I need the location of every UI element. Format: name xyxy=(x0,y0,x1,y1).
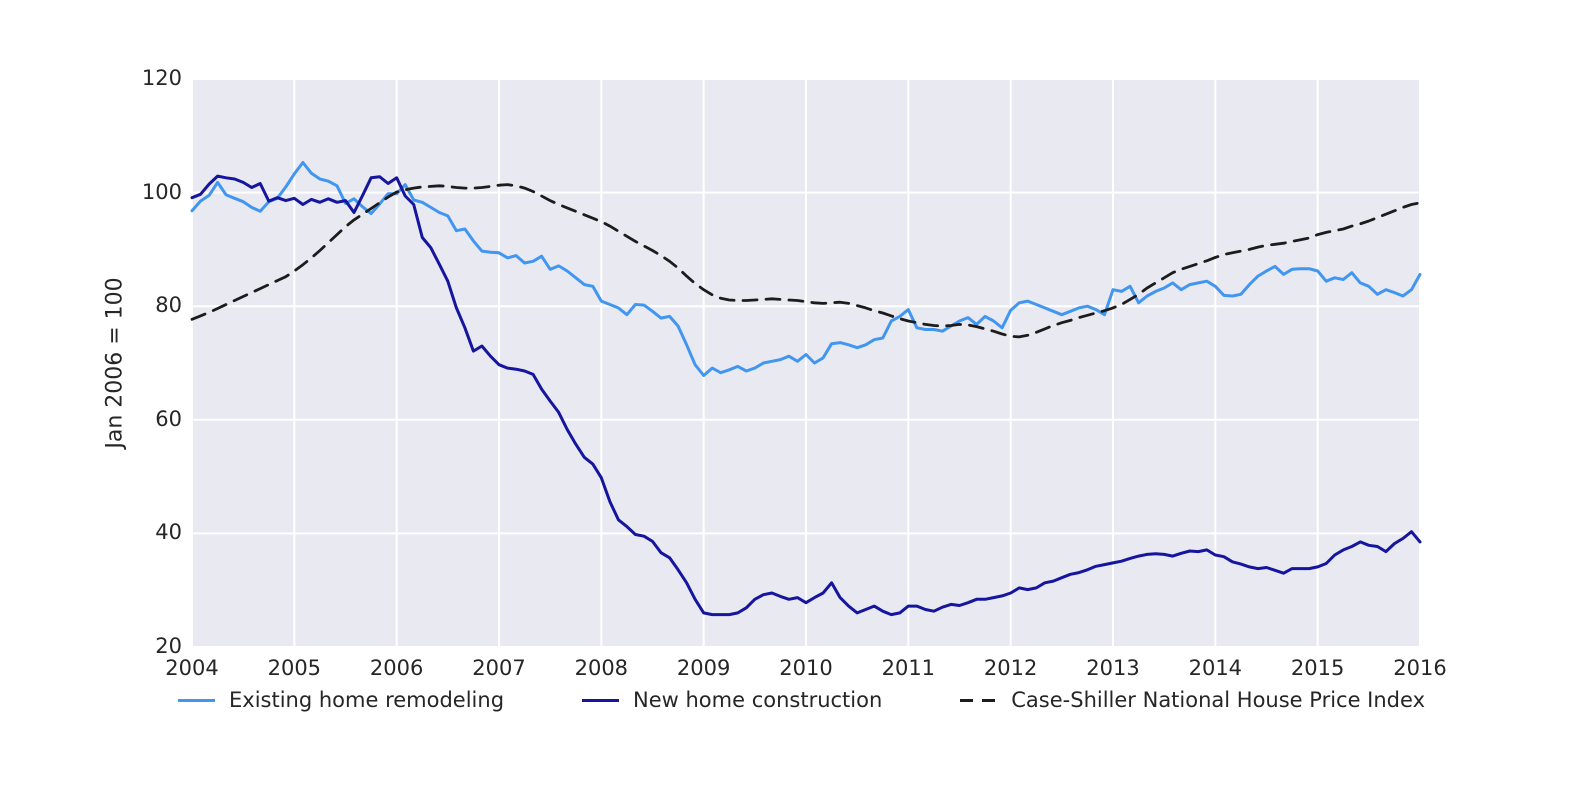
y-tick-label: 120 xyxy=(141,66,182,90)
x-tick-label: 2010 xyxy=(779,656,833,680)
y-tick-label: 100 xyxy=(141,179,182,204)
legend-label-case-shiller: Case-Shiller National House Price Index xyxy=(1011,688,1425,712)
x-tick-label: 2014 xyxy=(1188,656,1243,680)
series-line-2 xyxy=(190,183,1422,339)
x-tick-label: 2005 xyxy=(267,656,322,680)
x-tick-label: 2013 xyxy=(1086,656,1140,680)
y-tick-label: 60 xyxy=(155,406,182,431)
legend: Existing home remodeling New home constr… xyxy=(178,688,1425,712)
legend-line-solid-navy-icon xyxy=(582,698,619,702)
legend-item-existing-home-remodeling: Existing home remodeling xyxy=(178,688,504,712)
legend-item-new-home-construction: New home construction xyxy=(582,688,882,712)
x-tick-label: 2011 xyxy=(881,656,936,680)
legend-label-existing-home-remodeling: Existing home remodeling xyxy=(229,688,505,712)
x-tick-label: 2006 xyxy=(369,656,424,680)
x-tick-label: 2007 xyxy=(472,656,526,680)
x-tick-label: 2008 xyxy=(574,656,629,680)
x-tick-label: 2012 xyxy=(983,656,1038,680)
legend-label-new-home-construction: New home construction xyxy=(633,688,883,712)
x-tick-label: 2009 xyxy=(676,656,731,680)
y-tick-label: 20 xyxy=(155,634,182,658)
x-tick-label: 2015 xyxy=(1290,656,1345,680)
legend-line-dashed-black-icon xyxy=(960,698,998,702)
series-line-1 xyxy=(190,174,1422,617)
x-tick-label: 2016 xyxy=(1393,656,1447,680)
legend-line-solid-blue-icon xyxy=(178,698,215,702)
y-tick-label: 40 xyxy=(155,520,182,545)
x-tick-label: 2004 xyxy=(165,656,219,680)
y-tick-label: 80 xyxy=(155,293,182,318)
legend-item-case-shiller: Case-Shiller National House Price Index xyxy=(960,688,1425,712)
series-line-0 xyxy=(190,161,1422,377)
